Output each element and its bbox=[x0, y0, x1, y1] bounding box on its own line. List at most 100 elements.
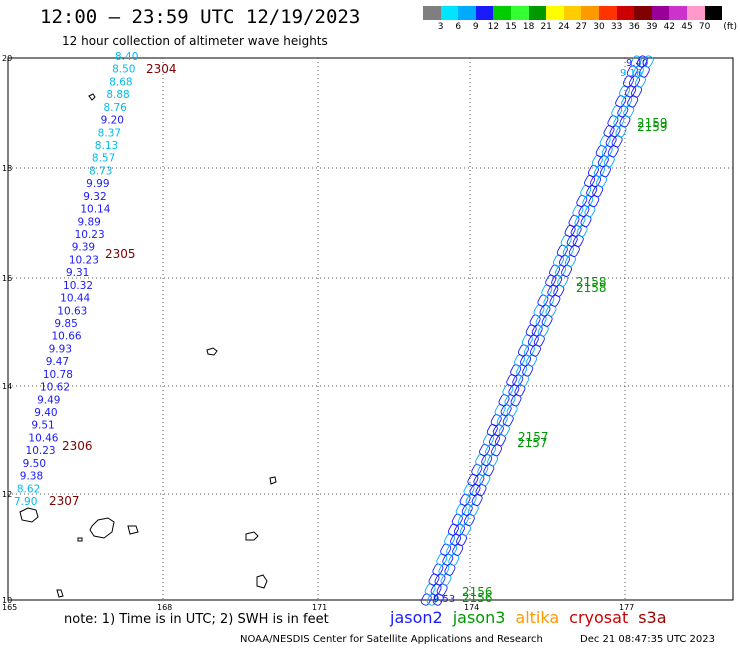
color-scale-label: 30 bbox=[593, 22, 605, 32]
color-swatch bbox=[440, 6, 459, 20]
island-outline bbox=[89, 517, 115, 539]
color-scale-label: 6 bbox=[455, 22, 462, 32]
x-tick-label: 177 bbox=[619, 603, 634, 612]
x-tick-label: 168 bbox=[157, 603, 172, 612]
swh-value-label: 10.23 bbox=[69, 254, 99, 266]
y-tick-label: 14 bbox=[2, 382, 12, 391]
swh-value-label: 9.31 bbox=[66, 267, 89, 279]
color-swatch bbox=[598, 6, 617, 20]
color-scale-label: 24 bbox=[558, 22, 570, 32]
satellite-legend-entry: altika bbox=[515, 608, 560, 627]
swh-value-label: 8.50 bbox=[112, 64, 135, 76]
satellite-legend-entry: s3a bbox=[638, 608, 667, 627]
time-label: 2159 bbox=[637, 116, 668, 130]
swh-value-label: 9.40 bbox=[34, 407, 57, 419]
time-label: 2158 bbox=[576, 281, 607, 295]
color-scale-label: 39 bbox=[646, 22, 658, 32]
island-outline bbox=[19, 507, 39, 523]
swh-value-label: 8.13 bbox=[95, 140, 118, 152]
color-scale-label: 3 bbox=[437, 22, 444, 32]
swh-value-label: 8.76 bbox=[103, 102, 127, 114]
x-tick-label: 165 bbox=[2, 603, 17, 612]
island-outline bbox=[127, 525, 139, 535]
swh-value-label: 10.14 bbox=[80, 204, 110, 216]
satellite-legend-entry: jason2 bbox=[390, 608, 443, 627]
island-outlines bbox=[19, 93, 277, 598]
color-swatch bbox=[458, 6, 476, 20]
color-swatch bbox=[510, 6, 529, 20]
time-label: 2304 bbox=[146, 62, 177, 76]
island-outline bbox=[88, 93, 96, 101]
y-tick-label: 20 bbox=[2, 54, 12, 63]
swh-value-label: 10.66 bbox=[52, 331, 82, 343]
color-swatch bbox=[651, 6, 670, 20]
swh-value-label: 9.49 bbox=[37, 394, 60, 406]
color-scale-label: 12 bbox=[487, 22, 500, 32]
swh-value-label: 9.89 bbox=[77, 216, 100, 228]
time-label: 2157 bbox=[518, 430, 549, 444]
satellite-legend-entry: jason3 bbox=[452, 608, 506, 627]
track-sample-mark bbox=[642, 55, 654, 68]
color-scale-label: 33 bbox=[610, 22, 623, 32]
color-scale-label: 27 bbox=[575, 22, 588, 32]
color-swatch bbox=[528, 6, 547, 20]
color-scale-unit: (ft) bbox=[723, 22, 737, 32]
map-border bbox=[7, 57, 734, 601]
swh-value-label: 8.62 bbox=[17, 483, 40, 495]
y-tick-label: 10 bbox=[2, 596, 12, 605]
swh-value-label: 8.73 bbox=[89, 165, 112, 177]
color-scale-label: 45 bbox=[681, 22, 693, 32]
island-outline bbox=[56, 589, 64, 598]
color-scale-label: 42 bbox=[663, 22, 676, 32]
time-label: 2157 bbox=[517, 436, 548, 450]
color-scale-label: 9 bbox=[472, 22, 479, 32]
swh-value-label: 10.23 bbox=[75, 229, 105, 241]
y-tick-label: 16 bbox=[2, 274, 12, 283]
color-scale-bar bbox=[423, 6, 723, 20]
color-scale-label: 36 bbox=[628, 22, 640, 32]
map-axis-ticks: 165 168 171 174 177 20 18 16 14 12 10 bbox=[2, 54, 634, 612]
satellite-track-left: 8.408.508.688.888.769.208.378.138.578.73… bbox=[14, 51, 177, 508]
color-scale-label: 21 bbox=[540, 22, 552, 32]
time-label: 2307 bbox=[49, 494, 80, 508]
color-swatch bbox=[493, 6, 511, 20]
color-swatch bbox=[475, 6, 494, 20]
swh-value-label: 8.68 bbox=[109, 76, 132, 88]
x-tick-label: 174 bbox=[464, 603, 479, 612]
map-frame bbox=[7, 57, 734, 601]
swh-value-label: 9.93 bbox=[49, 343, 72, 355]
time-label: 2159 bbox=[637, 120, 668, 134]
swh-value-label: 10.63 bbox=[57, 305, 87, 317]
swh-value-label: 8.88 bbox=[106, 89, 129, 101]
generated-timestamp: Dec 21 08:47:35 UTC 2023 bbox=[580, 634, 715, 645]
color-swatch bbox=[669, 6, 687, 20]
track-sample-mark bbox=[636, 55, 648, 68]
credit-text: NOAA/NESDIS Center for Satellite Applica… bbox=[240, 634, 543, 645]
swh-value-label: 9.47 bbox=[46, 356, 69, 368]
time-label: 2306 bbox=[62, 439, 93, 453]
island-outline bbox=[256, 574, 268, 589]
time-label: 2156 bbox=[462, 591, 493, 605]
swh-value-label: 8.57 bbox=[92, 153, 115, 165]
swh-value-label: 9.85 bbox=[54, 318, 77, 330]
color-scale-label: 70 bbox=[698, 22, 711, 32]
swh-value-label: 9.32 bbox=[83, 191, 106, 203]
island-outline bbox=[269, 476, 277, 485]
swh-value-label: 9.39 bbox=[72, 242, 95, 254]
color-scale-label: 15 bbox=[505, 22, 517, 32]
satellite-legend-entry: cryosat bbox=[569, 608, 629, 627]
swh-value-label: 10.62 bbox=[40, 382, 70, 394]
map-subtitle: 12 hour collection of altimeter wave hei… bbox=[62, 34, 328, 48]
swh-value-label: 9.20 bbox=[101, 115, 124, 127]
map-grid bbox=[8, 58, 733, 600]
swh-value-label: 10.78 bbox=[43, 369, 73, 381]
swh-value-label: 10.46 bbox=[28, 432, 58, 444]
swh-value-label: 8.37 bbox=[98, 127, 121, 139]
color-swatch bbox=[581, 6, 599, 20]
color-swatch bbox=[634, 6, 652, 20]
swh-value-label: 8.40 bbox=[115, 51, 138, 63]
time-label: 2305 bbox=[105, 247, 136, 261]
color-swatch bbox=[546, 6, 564, 20]
